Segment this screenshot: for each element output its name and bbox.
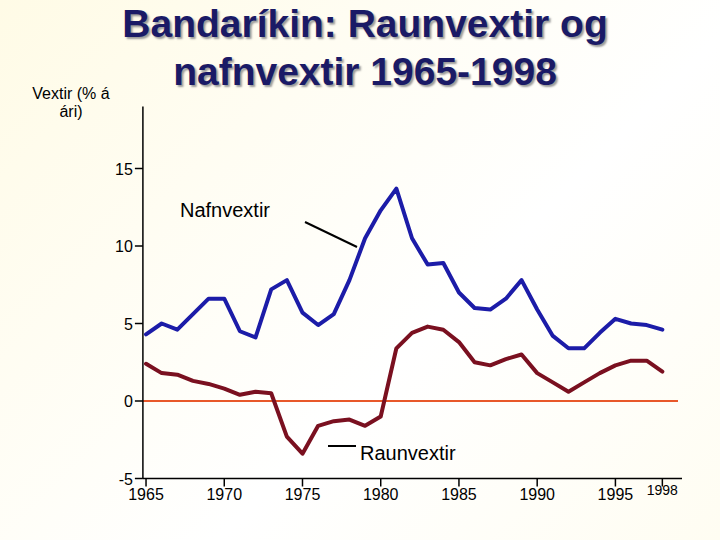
y-tick [135, 478, 143, 480]
y-tick [135, 245, 143, 247]
y-tick-label: 15 [115, 161, 133, 178]
y-tick [135, 400, 143, 402]
y-tick [135, 323, 143, 325]
series-label: Raunvextir [360, 442, 456, 464]
x-tick-label: 1970 [206, 486, 242, 503]
series-line [146, 327, 662, 454]
leader-line [328, 445, 356, 447]
x-tick-label: 1980 [363, 486, 399, 503]
x-tick-label: 1990 [519, 486, 555, 503]
y-tick-label: 0 [124, 393, 133, 410]
y-tick-label: 10 [115, 238, 133, 255]
y-tick [135, 168, 143, 170]
x-tick-label: 1975 [285, 486, 321, 503]
zero-line [143, 400, 678, 402]
series-line [146, 189, 662, 349]
x-tick-label: 1995 [598, 486, 634, 503]
y-tick-label: 5 [124, 316, 133, 333]
x-tick-label: 1965 [128, 486, 164, 503]
title: Bandaríkin: Raunvextir og nafnvextir 196… [60, 0, 670, 96]
series-label: Nafnvextir [180, 199, 270, 221]
x-tick-label: 1998 [647, 482, 678, 498]
leader-line [305, 222, 357, 247]
x-tick-label: 1985 [441, 486, 477, 503]
y-axis [142, 107, 144, 479]
y-label: Vextir (% á ári) [30, 85, 112, 121]
plot-area [146, 189, 662, 454]
chart: -505101519651970197519801985199019951998… [0, 0, 720, 540]
